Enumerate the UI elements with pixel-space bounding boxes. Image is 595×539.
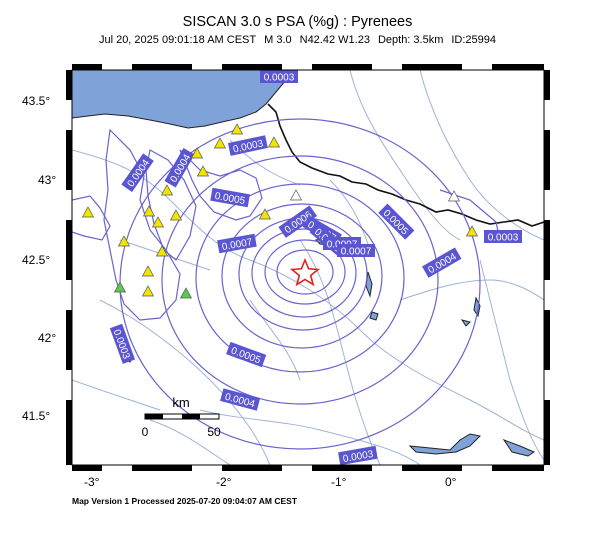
lon-tick-minus3: -3° — [84, 475, 100, 489]
station-triangle-icon — [213, 137, 227, 149]
lon-tick-0: 0° — [445, 475, 457, 489]
scale-start: 0 — [142, 425, 149, 439]
contour-label: 0.0003 — [338, 445, 378, 465]
svg-text:0.0007: 0.0007 — [221, 237, 253, 253]
country-border — [267, 103, 544, 227]
epicenter-star-icon — [289, 257, 321, 287]
contour-label: 0.0007 — [337, 244, 375, 258]
contour-label: 0.0003 — [260, 70, 298, 84]
map-frame — [66, 64, 550, 471]
lat-tick-41-5: 41.5° — [22, 409, 51, 423]
station-triangle-icon — [113, 281, 127, 293]
station-triangle-icon — [141, 265, 155, 277]
lon-tick-minus2: -2° — [216, 475, 232, 489]
map-footer: Map Version 1 Processed 2025-07-20 09:04… — [72, 496, 298, 506]
lat-tick-42: 42° — [38, 331, 57, 345]
svg-text:0.0003: 0.0003 — [342, 449, 374, 465]
stations — [81, 123, 479, 299]
event-id: ID:25994 — [451, 34, 497, 46]
contour-label: 0.0003 — [484, 230, 522, 244]
sea-area — [72, 70, 291, 129]
station-triangle-icon — [190, 147, 204, 159]
scale-unit: km — [172, 395, 189, 410]
station-triangle-icon — [142, 205, 156, 217]
lon-tick-minus1: -1° — [331, 475, 347, 489]
event-depth: Depth: 3.5km — [377, 34, 444, 46]
scale-bar: km 0 50 — [142, 395, 221, 439]
event-magnitude: M 3.0 — [264, 34, 292, 46]
station-triangle-icon — [196, 165, 210, 177]
scale-end: 50 — [207, 425, 221, 439]
station-triangle-icon — [155, 245, 169, 257]
station-triangle-icon — [465, 225, 479, 237]
station-triangle-icon — [160, 184, 174, 196]
contour-label: 0.0005 — [210, 187, 250, 208]
event-info: Jul 20, 2025 09:01:18 AM CEST M 3.0 N42.42… — [0, 34, 595, 46]
station-triangle-icon — [141, 285, 155, 297]
station-triangle-icon — [258, 208, 272, 220]
station-triangle-icon — [289, 189, 303, 201]
station-triangle-icon — [230, 123, 244, 135]
station-triangle-icon — [267, 136, 281, 148]
lat-tick-43-5: 43.5° — [22, 94, 51, 108]
event-location: N42.42 W1.23 — [299, 34, 370, 46]
lat-tick-42-5: 42.5° — [22, 253, 51, 267]
station-triangle-icon — [151, 216, 165, 228]
station-triangle-icon — [169, 209, 183, 221]
svg-text:0.0007: 0.0007 — [341, 247, 372, 258]
station-triangle-icon — [117, 235, 131, 247]
event-date: Jul 20, 2025 09:01:18 AM CEST — [98, 34, 257, 46]
station-triangle-icon — [179, 287, 193, 299]
station-triangle-icon — [447, 190, 461, 202]
contour-label: 0.0007 — [217, 233, 257, 254]
svg-text:0.0005: 0.0005 — [214, 191, 246, 207]
lat-tick-43: 43° — [38, 173, 57, 187]
svg-text:0.0003: 0.0003 — [264, 73, 295, 84]
svg-text:0.0003: 0.0003 — [488, 233, 519, 244]
map-title: SISCAN 3.0 s PSA (%g) : Pyrenees — [182, 14, 413, 30]
station-triangle-icon — [81, 206, 95, 218]
